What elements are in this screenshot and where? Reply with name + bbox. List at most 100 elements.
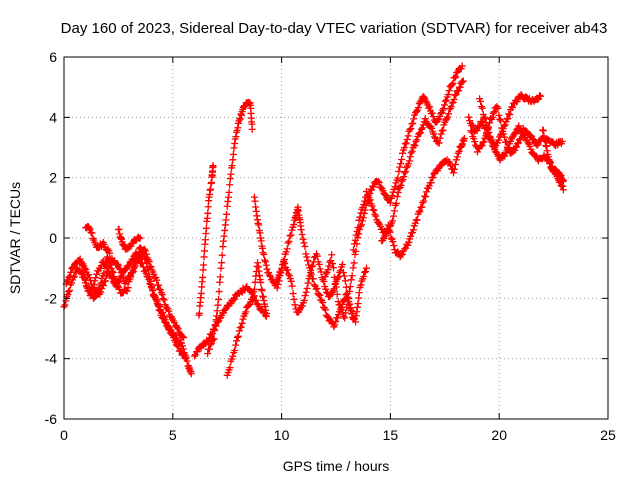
y-tick-label: -6 xyxy=(45,411,58,427)
data-point xyxy=(375,179,383,187)
data-point xyxy=(406,153,414,161)
data-point xyxy=(301,243,309,251)
data-point xyxy=(181,354,189,362)
data-point xyxy=(132,255,140,263)
data-point xyxy=(304,279,312,287)
data-point xyxy=(127,273,135,281)
data-point xyxy=(483,123,491,131)
data-point xyxy=(429,113,437,121)
data-point xyxy=(277,269,285,277)
data-point xyxy=(204,350,212,358)
data-point xyxy=(280,258,288,266)
data-point xyxy=(204,209,212,217)
data-point xyxy=(409,119,417,127)
data-point xyxy=(204,203,212,211)
data-point xyxy=(231,347,239,355)
data-point xyxy=(386,228,394,236)
data-point xyxy=(557,181,565,189)
data-point xyxy=(397,181,405,189)
data-point xyxy=(161,316,169,324)
data-point xyxy=(78,262,86,270)
data-point xyxy=(173,323,181,331)
data-point xyxy=(324,266,332,274)
data-point xyxy=(496,131,504,139)
data-point xyxy=(274,280,282,288)
data-point xyxy=(477,103,485,111)
data-point xyxy=(486,132,494,140)
data-point xyxy=(490,108,498,116)
data-point xyxy=(136,244,144,252)
data-point xyxy=(456,83,464,91)
data-point xyxy=(108,267,116,275)
data-point xyxy=(480,113,488,121)
data-point xyxy=(174,342,182,350)
data-point xyxy=(101,262,109,270)
data-point xyxy=(111,275,119,283)
data-point xyxy=(482,119,490,127)
data-point xyxy=(368,202,376,210)
data-point xyxy=(322,270,330,278)
data-point xyxy=(239,315,247,323)
data-point xyxy=(139,248,147,256)
data-point xyxy=(303,284,311,292)
data-point xyxy=(205,345,213,353)
data-point xyxy=(536,91,544,99)
x-tick-label: 10 xyxy=(274,427,290,443)
data-point xyxy=(451,91,459,99)
data-point xyxy=(124,262,132,270)
data-point xyxy=(448,81,456,89)
data-point xyxy=(384,221,392,229)
x-tick-label: 20 xyxy=(491,427,507,443)
data-point xyxy=(238,319,246,327)
data-point xyxy=(361,268,369,276)
data-point xyxy=(458,62,466,70)
data-point xyxy=(501,121,509,129)
data-point xyxy=(331,280,339,288)
data-point xyxy=(225,188,233,196)
data-point xyxy=(61,301,69,309)
data-point xyxy=(350,240,358,248)
data-point xyxy=(390,212,398,220)
data-point xyxy=(316,292,324,300)
data-point xyxy=(235,327,243,335)
data-point xyxy=(417,129,425,137)
data-point xyxy=(174,325,182,333)
data-point xyxy=(356,213,364,221)
data-point xyxy=(200,261,208,269)
data-point xyxy=(480,138,488,146)
data-point xyxy=(300,296,308,304)
data-point xyxy=(440,104,448,112)
data-point xyxy=(453,153,461,161)
data-point xyxy=(459,77,467,85)
data-point xyxy=(451,161,459,169)
data-point xyxy=(354,224,362,232)
data-point xyxy=(411,142,419,150)
data-point xyxy=(315,291,323,299)
data-point xyxy=(415,208,423,216)
data-point xyxy=(319,298,327,306)
data-point xyxy=(417,125,425,133)
data-point xyxy=(66,272,74,280)
data-point xyxy=(488,138,496,146)
data-point xyxy=(408,147,416,155)
data-point xyxy=(405,157,413,165)
data-point xyxy=(509,103,517,111)
data-point xyxy=(159,295,167,303)
data-point xyxy=(374,177,382,185)
data-point xyxy=(366,196,374,204)
data-point xyxy=(500,133,508,141)
data-point xyxy=(328,251,336,259)
data-point xyxy=(449,79,457,87)
data-point xyxy=(351,250,359,258)
x-tick-label: 25 xyxy=(600,427,616,443)
data-point xyxy=(481,114,489,122)
data-point xyxy=(261,258,269,266)
data-point xyxy=(207,331,215,339)
data-point xyxy=(207,185,215,193)
y-tick-label: -4 xyxy=(45,351,58,367)
data-point xyxy=(227,170,235,178)
data-point xyxy=(77,258,85,266)
data-point xyxy=(407,125,415,133)
data-point xyxy=(386,199,394,207)
data-point xyxy=(352,318,360,326)
